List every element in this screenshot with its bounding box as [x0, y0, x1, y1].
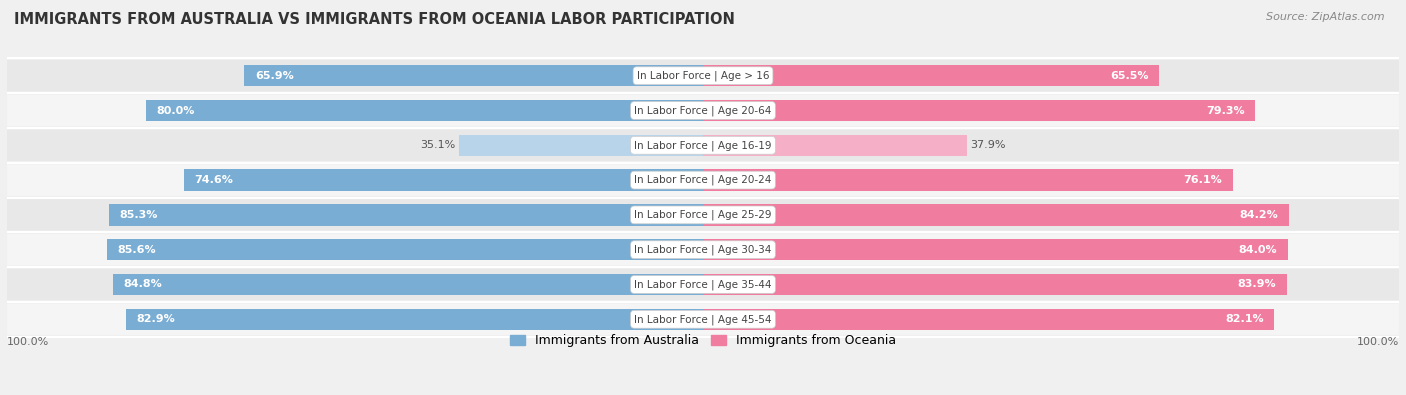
Text: 37.9%: 37.9%	[970, 140, 1005, 150]
Text: 100.0%: 100.0%	[1357, 337, 1399, 347]
FancyBboxPatch shape	[7, 95, 1399, 126]
Bar	[112, 274, 703, 295]
Bar	[703, 274, 1286, 295]
Bar	[703, 169, 1233, 191]
FancyBboxPatch shape	[7, 164, 1399, 196]
Bar	[107, 239, 703, 260]
Bar	[127, 308, 703, 330]
Text: 82.9%: 82.9%	[136, 314, 176, 324]
Text: 100.0%: 100.0%	[7, 337, 49, 347]
Text: IMMIGRANTS FROM AUSTRALIA VS IMMIGRANTS FROM OCEANIA LABOR PARTICIPATION: IMMIGRANTS FROM AUSTRALIA VS IMMIGRANTS …	[14, 12, 735, 27]
Text: 85.3%: 85.3%	[120, 210, 157, 220]
Text: In Labor Force | Age > 16: In Labor Force | Age > 16	[637, 70, 769, 81]
Bar	[703, 135, 967, 156]
Text: In Labor Force | Age 20-64: In Labor Force | Age 20-64	[634, 105, 772, 116]
Bar	[703, 100, 1256, 121]
FancyBboxPatch shape	[7, 304, 1399, 335]
FancyBboxPatch shape	[7, 60, 1399, 91]
Text: 84.2%: 84.2%	[1240, 210, 1278, 220]
FancyBboxPatch shape	[7, 130, 1399, 161]
FancyBboxPatch shape	[7, 269, 1399, 300]
Bar	[703, 65, 1159, 87]
FancyBboxPatch shape	[7, 199, 1399, 231]
Text: In Labor Force | Age 25-29: In Labor Force | Age 25-29	[634, 210, 772, 220]
Bar	[146, 100, 703, 121]
Legend: Immigrants from Australia, Immigrants from Oceania: Immigrants from Australia, Immigrants fr…	[505, 329, 901, 352]
Bar	[703, 239, 1288, 260]
Text: 76.1%: 76.1%	[1184, 175, 1222, 185]
Text: Source: ZipAtlas.com: Source: ZipAtlas.com	[1267, 12, 1385, 22]
Text: 35.1%: 35.1%	[420, 140, 456, 150]
Text: 82.1%: 82.1%	[1225, 314, 1264, 324]
Text: 79.3%: 79.3%	[1206, 105, 1244, 115]
Text: 84.8%: 84.8%	[124, 280, 162, 290]
Text: 80.0%: 80.0%	[156, 105, 195, 115]
Bar	[703, 204, 1289, 226]
FancyBboxPatch shape	[7, 234, 1399, 265]
Bar	[110, 204, 703, 226]
Text: In Labor Force | Age 20-24: In Labor Force | Age 20-24	[634, 175, 772, 185]
Text: 74.6%: 74.6%	[194, 175, 233, 185]
Bar	[245, 65, 703, 87]
Bar	[184, 169, 703, 191]
Text: 85.6%: 85.6%	[118, 245, 156, 255]
Text: 83.9%: 83.9%	[1237, 280, 1277, 290]
Bar	[703, 308, 1274, 330]
Text: 65.9%: 65.9%	[254, 71, 294, 81]
Text: In Labor Force | Age 35-44: In Labor Force | Age 35-44	[634, 279, 772, 290]
Text: 65.5%: 65.5%	[1109, 71, 1149, 81]
Text: In Labor Force | Age 16-19: In Labor Force | Age 16-19	[634, 140, 772, 150]
Text: 84.0%: 84.0%	[1239, 245, 1277, 255]
Bar	[458, 135, 703, 156]
Text: In Labor Force | Age 30-34: In Labor Force | Age 30-34	[634, 245, 772, 255]
Text: In Labor Force | Age 45-54: In Labor Force | Age 45-54	[634, 314, 772, 325]
